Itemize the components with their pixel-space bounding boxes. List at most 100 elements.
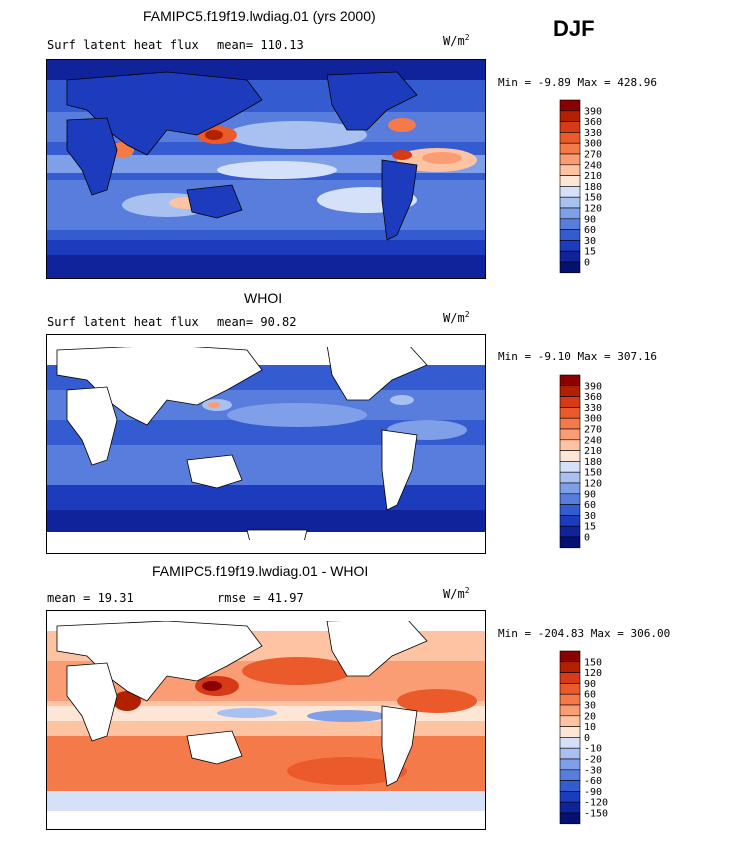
panel2-variable-label: Surf latent heat flux <box>47 315 199 329</box>
colorbar-swatch <box>559 153 581 166</box>
panel3-map-svg <box>47 611 485 829</box>
panel2-mean-label: mean= 90.82 <box>217 315 297 329</box>
colorbar-tick-label: 30 <box>584 511 596 522</box>
colorbar-swatch <box>559 407 581 419</box>
colorbar-tick-label: -90 <box>584 787 602 798</box>
panel2-colorbar: 390 360 330 300 270 240 210 180 150 120 90 60 30 15 0 <box>559 374 640 550</box>
colorbar-swatch <box>559 439 581 451</box>
colorbar-tick-label: 270 <box>584 150 602 161</box>
colorbar-swatch <box>559 769 581 781</box>
colorbar-tick-label: 30 <box>584 701 596 712</box>
colorbar-swatch <box>559 218 581 230</box>
colorbar-swatch <box>559 428 581 441</box>
colorbar-swatch <box>559 747 581 760</box>
panel3-colorbar: 150 120 90 60 30 20 10 0 -10 -20 -30 -60 -90 -120 -150 <box>559 650 640 826</box>
colorbar-tick-label: 0 <box>584 533 590 544</box>
colorbar-tick-label: 20 <box>584 711 596 722</box>
colorbar-tick-label: 0 <box>584 733 590 744</box>
colorbar-swatch <box>559 261 581 274</box>
colorbar-tick-label: 120 <box>584 479 602 490</box>
colorbar-swatch <box>559 110 581 122</box>
colorbar-swatch <box>559 536 581 549</box>
colorbar-tick-label: 15 <box>584 247 596 258</box>
colorbar-tick-label: 90 <box>584 679 596 690</box>
colorbar-tick-label: 300 <box>584 139 602 150</box>
colorbar-swatch <box>559 229 581 241</box>
colorbar-tick-label: 10 <box>584 722 596 733</box>
colorbar-swatch <box>559 791 581 803</box>
colorbar-tick-label: 330 <box>584 403 602 414</box>
colorbar-swatch <box>559 801 581 814</box>
colorbar-tick-label: -20 <box>584 755 602 766</box>
colorbar-swatch <box>559 186 581 198</box>
colorbar-tick-label: 90 <box>584 489 596 500</box>
colorbar-swatch <box>559 812 581 825</box>
colorbar-swatch <box>559 693 581 706</box>
panel1-mean-label: mean= 110.13 <box>217 38 304 52</box>
colorbar-tick-label: 240 <box>584 435 602 446</box>
colorbar-swatch <box>559 417 581 430</box>
colorbar-tick-label: 330 <box>584 128 602 139</box>
panel3-units: W/m2 <box>443 586 470 601</box>
colorbar-tick-label: 120 <box>584 668 602 679</box>
colorbar-swatch <box>559 196 581 209</box>
colorbar-tick-label: 150 <box>584 468 602 479</box>
colorbar-swatch <box>559 99 581 112</box>
panel1-minmax: Min = -9.89 Max = 428.96 <box>498 76 657 89</box>
colorbar-swatch <box>559 450 581 462</box>
colorbar-tick-label: -10 <box>584 744 602 755</box>
colorbar-tick-label: 210 <box>584 446 602 457</box>
colorbar-tick-label: 15 <box>584 522 596 533</box>
colorbar-tick-label: 30 <box>584 236 596 247</box>
panel3-title: FAMIPC5.f19f19.lwdiag.01 - WHOI <box>152 563 369 579</box>
colorbar-tick-label: 0 <box>584 258 590 269</box>
colorbar-swatch <box>559 164 581 176</box>
colorbar-tick-label: 180 <box>584 182 602 193</box>
panel3-map <box>46 610 486 830</box>
colorbar-tick-label: -60 <box>584 776 602 787</box>
panel1-title: FAMIPC5.f19f19.lwdiag.01 (yrs 2000) <box>143 8 376 24</box>
colorbar-tick-label: 390 <box>584 381 602 392</box>
colorbar-swatch <box>559 780 581 792</box>
colorbar-swatch <box>559 493 581 505</box>
panel2-units: W/m2 <box>443 310 470 325</box>
colorbar-tick-label: 300 <box>584 414 602 425</box>
colorbar-tick-label: 270 <box>584 425 602 436</box>
colorbar-tick-label: 60 <box>584 500 596 511</box>
colorbar-swatch <box>559 650 581 663</box>
colorbar-swatch <box>559 525 581 538</box>
colorbar-tick-label: 360 <box>584 392 602 403</box>
colorbar-tick-label: 60 <box>584 225 596 236</box>
colorbar-swatch <box>559 715 581 727</box>
colorbar-swatch <box>559 661 581 673</box>
colorbar-swatch <box>559 758 581 771</box>
colorbar-swatch <box>559 515 581 527</box>
colorbar-swatch <box>559 504 581 516</box>
panel1-units: W/m2 <box>443 33 470 48</box>
panel1-colorbar: 390 360 330 300 270 240 210 180 150 120 90 60 30 15 0 <box>559 99 640 275</box>
colorbar-tick-label: -120 <box>584 798 608 809</box>
colorbar-swatch <box>559 121 581 133</box>
colorbar-swatch <box>559 142 581 155</box>
colorbar-tick-label: 240 <box>584 160 602 171</box>
season-label: DJF <box>553 16 595 41</box>
panel3-rmse-label: rmse = 41.97 <box>217 591 304 605</box>
colorbar-tick-label: 360 <box>584 117 602 128</box>
colorbar-swatch <box>559 207 581 220</box>
colorbar-tick-label: 90 <box>584 214 596 225</box>
panel2-map <box>46 334 486 554</box>
colorbar-swatch <box>559 672 581 684</box>
panel1-variable-label: Surf latent heat flux <box>47 38 199 52</box>
colorbar-swatch <box>559 461 581 473</box>
colorbar-swatch <box>559 683 581 695</box>
panel3-minmax: Min = -204.83 Max = 306.00 <box>498 627 671 640</box>
colorbar-tick-label: 150 <box>584 193 602 204</box>
panel2-map-svg <box>47 335 485 553</box>
colorbar-tick-label: 150 <box>584 657 602 668</box>
colorbar-swatch <box>559 175 581 187</box>
colorbar-swatch <box>559 471 581 484</box>
colorbar-swatch <box>559 250 581 263</box>
